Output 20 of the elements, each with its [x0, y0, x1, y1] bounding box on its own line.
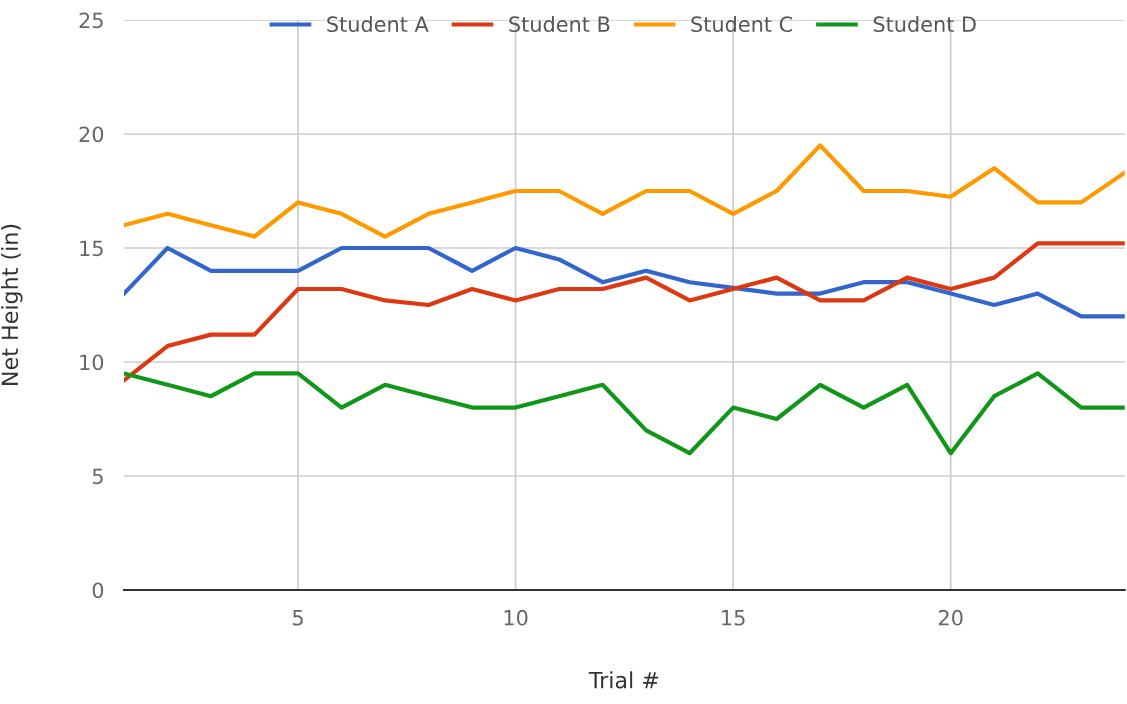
- y-tick-label: 15: [80, 240, 103, 257]
- line-series: [124, 371, 1125, 456]
- legend-label: Student C: [691, 15, 793, 33]
- x-tick-label: 20: [938, 609, 963, 626]
- y-axis-title: Net Height (in): [0, 224, 23, 385]
- x-tick-label: 5: [293, 610, 303, 626]
- legend-label: Student B: [509, 15, 610, 33]
- x-tick-label: 15: [722, 610, 745, 626]
- legend-label: Student A: [327, 15, 429, 33]
- y-tick-label: 25: [79, 12, 103, 29]
- legend-label: Student D: [873, 15, 976, 33]
- x-axis-title: Trial #: [588, 671, 659, 689]
- line-series: [124, 241, 1125, 383]
- y-tick-label: 10: [80, 354, 104, 371]
- y-tick-label: 20: [79, 126, 104, 143]
- y-tick-label: 5: [92, 468, 103, 485]
- line-series: [124, 245, 1125, 319]
- x-tick-label: 10: [504, 609, 528, 626]
- line-series: [124, 143, 1125, 239]
- y-tick-label: 0: [92, 582, 104, 599]
